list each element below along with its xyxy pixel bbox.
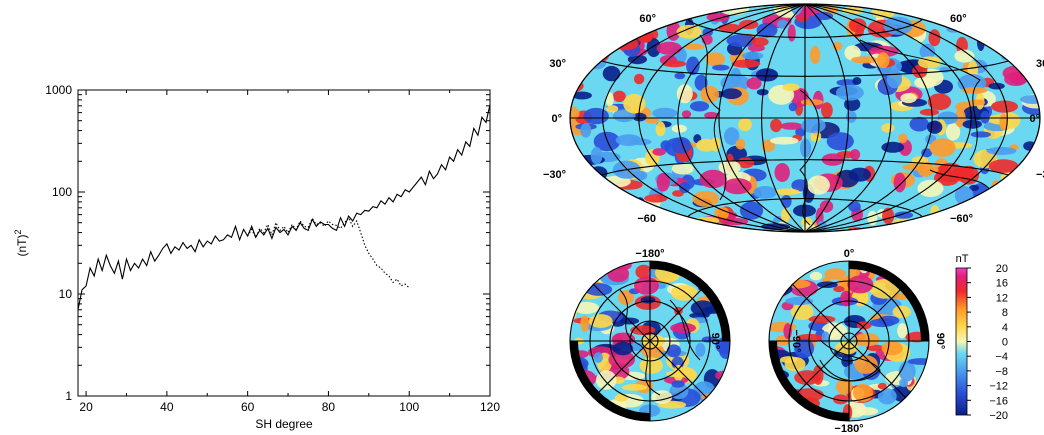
south-bottom-label: −180°	[834, 423, 863, 435]
y-tick-label: 1000	[45, 83, 72, 97]
y-axis-ticks: 1 10 100 1000	[45, 83, 490, 403]
series-line-solid	[77, 104, 491, 310]
colorbar-tick-label: 16	[996, 278, 1008, 290]
hammer-map: 60° 60° 30° 30° 0° 0° −30° −30° −60 −60°	[543, 3, 1044, 233]
y-tick-label: 10	[59, 287, 73, 301]
colorbar-tick-label: 0	[1002, 337, 1008, 349]
svg-text:60°: 60°	[950, 13, 967, 25]
svg-text:60°: 60°	[639, 13, 656, 25]
svg-text:−30°: −30°	[543, 169, 566, 181]
colorbar-tick-label: −4	[995, 351, 1008, 363]
svg-text:0°: 0°	[1029, 113, 1040, 125]
latitude-labels: 60° 60° 30° 30° 0° 0° −30° −30° −60 −60°	[543, 13, 1044, 225]
plot-frame	[77, 89, 491, 397]
svg-text:30°: 30°	[1036, 58, 1044, 70]
x-axis-label: SH degree	[255, 417, 313, 431]
y-tick-label: 100	[52, 185, 72, 199]
x-tick-label: 80	[322, 400, 336, 414]
x-tick-label: 60	[241, 400, 255, 414]
south-top-label: 0°	[844, 248, 855, 260]
colorbar-tick-label: 12	[996, 292, 1008, 304]
x-tick-label: 40	[160, 400, 174, 414]
svg-text:−60: −60	[637, 213, 656, 225]
south-left-label: −90°	[790, 329, 802, 352]
x-tick-label: 100	[399, 400, 419, 414]
y-tick-label: 1	[65, 389, 72, 403]
north-polar-map: −180° 90°	[569, 248, 731, 422]
x-tick-label: 120	[480, 400, 500, 414]
colorbar-tick-label: 4	[1002, 322, 1008, 334]
svg-text:−60°: −60°	[950, 213, 973, 225]
svg-text:30°: 30°	[549, 58, 566, 70]
north-top-label: −180°	[635, 248, 664, 260]
colorbar-tick-label: −20	[989, 410, 1008, 422]
x-axis-ticks: 20 40 60 80 100 120	[79, 90, 500, 414]
colorbar-tick-label: 8	[1002, 307, 1008, 319]
colorbar: nT 20 16 12 8 4 0 −4 −8 −12 −16 −20	[956, 253, 1008, 422]
svg-text:−30°: −30°	[1036, 169, 1044, 181]
y-axis-label: (nT)2	[13, 229, 29, 256]
colorbar-tick-label: −8	[995, 366, 1008, 378]
colorbar-unit: nT	[956, 253, 969, 265]
series-line-dotted	[247, 216, 410, 289]
north-right-label: 90°	[709, 333, 721, 350]
colorbar-ticks: 20 16 12 8 4 0 −4 −8 −12 −16 −20	[967, 263, 1008, 422]
x-tick-label: 20	[79, 400, 93, 414]
south-right-label: 90°	[934, 333, 946, 350]
colorbar-tick-label: −16	[989, 395, 1008, 407]
svg-text:0°: 0°	[551, 113, 562, 125]
south-polar-map: 0° 90° −90° −180°	[768, 248, 946, 435]
colorbar-tick-label: −12	[989, 381, 1008, 393]
series-layer	[77, 104, 491, 310]
colorbar-tick-label: 20	[996, 263, 1008, 275]
